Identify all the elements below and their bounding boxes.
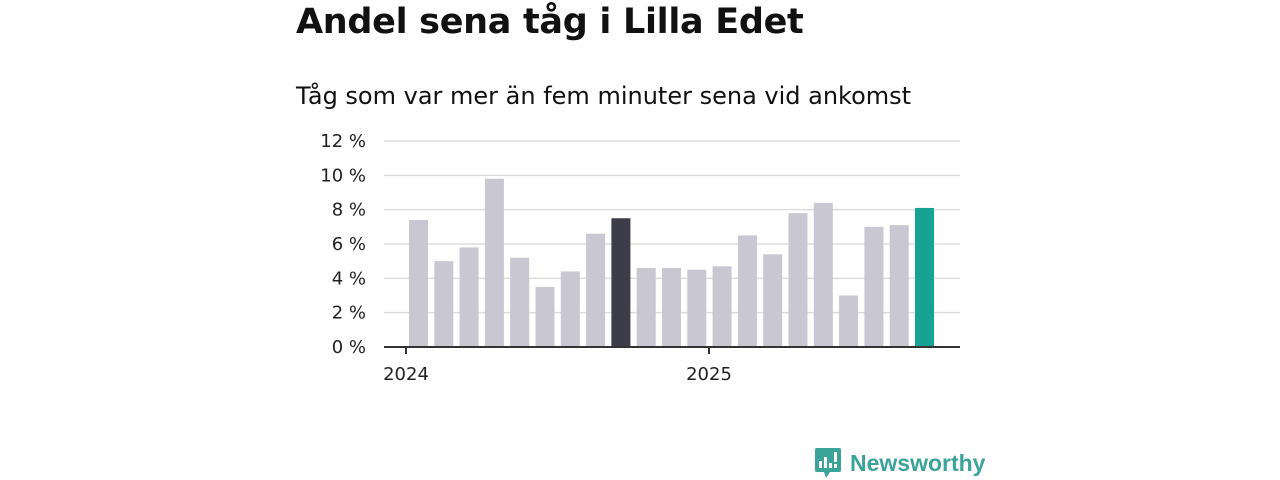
y-tick-label: 0 % [332,337,366,358]
bar: 2024-06: 3.5 % [535,286,555,347]
x-axis-ticks: 2024 2025 [383,347,732,385]
bar: 2025-02: 6.5 % [737,235,757,347]
bar: 2025-07: 7 % [864,226,884,347]
bar: 2024-08: 6.6 % [586,233,606,347]
bar: 2024-04: 9.8 % [484,178,504,347]
bar: 2024-05: 5.2 % [510,257,530,347]
bar: 2025-04: 7.8 % [788,213,808,347]
y-tick-label: 12 % [320,131,366,152]
brand-name: Newsworthy [850,449,986,476]
bar: 2024-09: 7.5 % [611,218,631,347]
y-axis-ticks: 0 % 2 % 4 % 6 % 8 % 10 % 12 % [320,131,366,358]
newsworthy-logo-icon [815,448,841,478]
bar: 2025-09: 8.1 % [915,207,934,347]
bar: 2024-02: 5 % [434,261,454,347]
bar: 2024-11: 4.6 % [662,268,681,347]
bar: 2025-05: 8.4 % [813,202,833,347]
y-tick-label: 10 % [320,165,366,186]
bars: 2024-01: 7.4 % 2024-02: 5 %2024-03: 5.8 %… [409,178,934,347]
bar: 2024-01: 7.4 % [409,219,428,347]
bar: 2025-06: 3 % [839,295,859,347]
chart-title: Andel sena tåg i Lilla Edet [296,2,804,42]
bar: 2024-03: 5.8 % [459,247,479,347]
bar: 2024-12: 4.5 % [687,269,707,347]
bar: 2024-07: 4.4 % [560,271,580,347]
y-tick-label: 6 % [332,234,366,255]
bar: 2024-10: 4.6 % [636,268,656,347]
chart-subtitle: Tåg som var mer än fem minuter sena vid … [296,82,912,110]
y-tick-label: 2 % [332,303,366,324]
y-tick-label: 8 % [332,200,366,221]
x-tick-label: 2025 [686,364,732,385]
bar: 2025-01: 4.7 % [712,266,732,347]
y-tick-label: 4 % [332,268,366,289]
x-tick-label: 2024 [383,364,429,385]
bar: 2025-03: 5.4 % [763,254,783,347]
brand-logo: Newsworthy [814,446,985,480]
bar: 2025-08: 7.1 % [889,225,909,347]
